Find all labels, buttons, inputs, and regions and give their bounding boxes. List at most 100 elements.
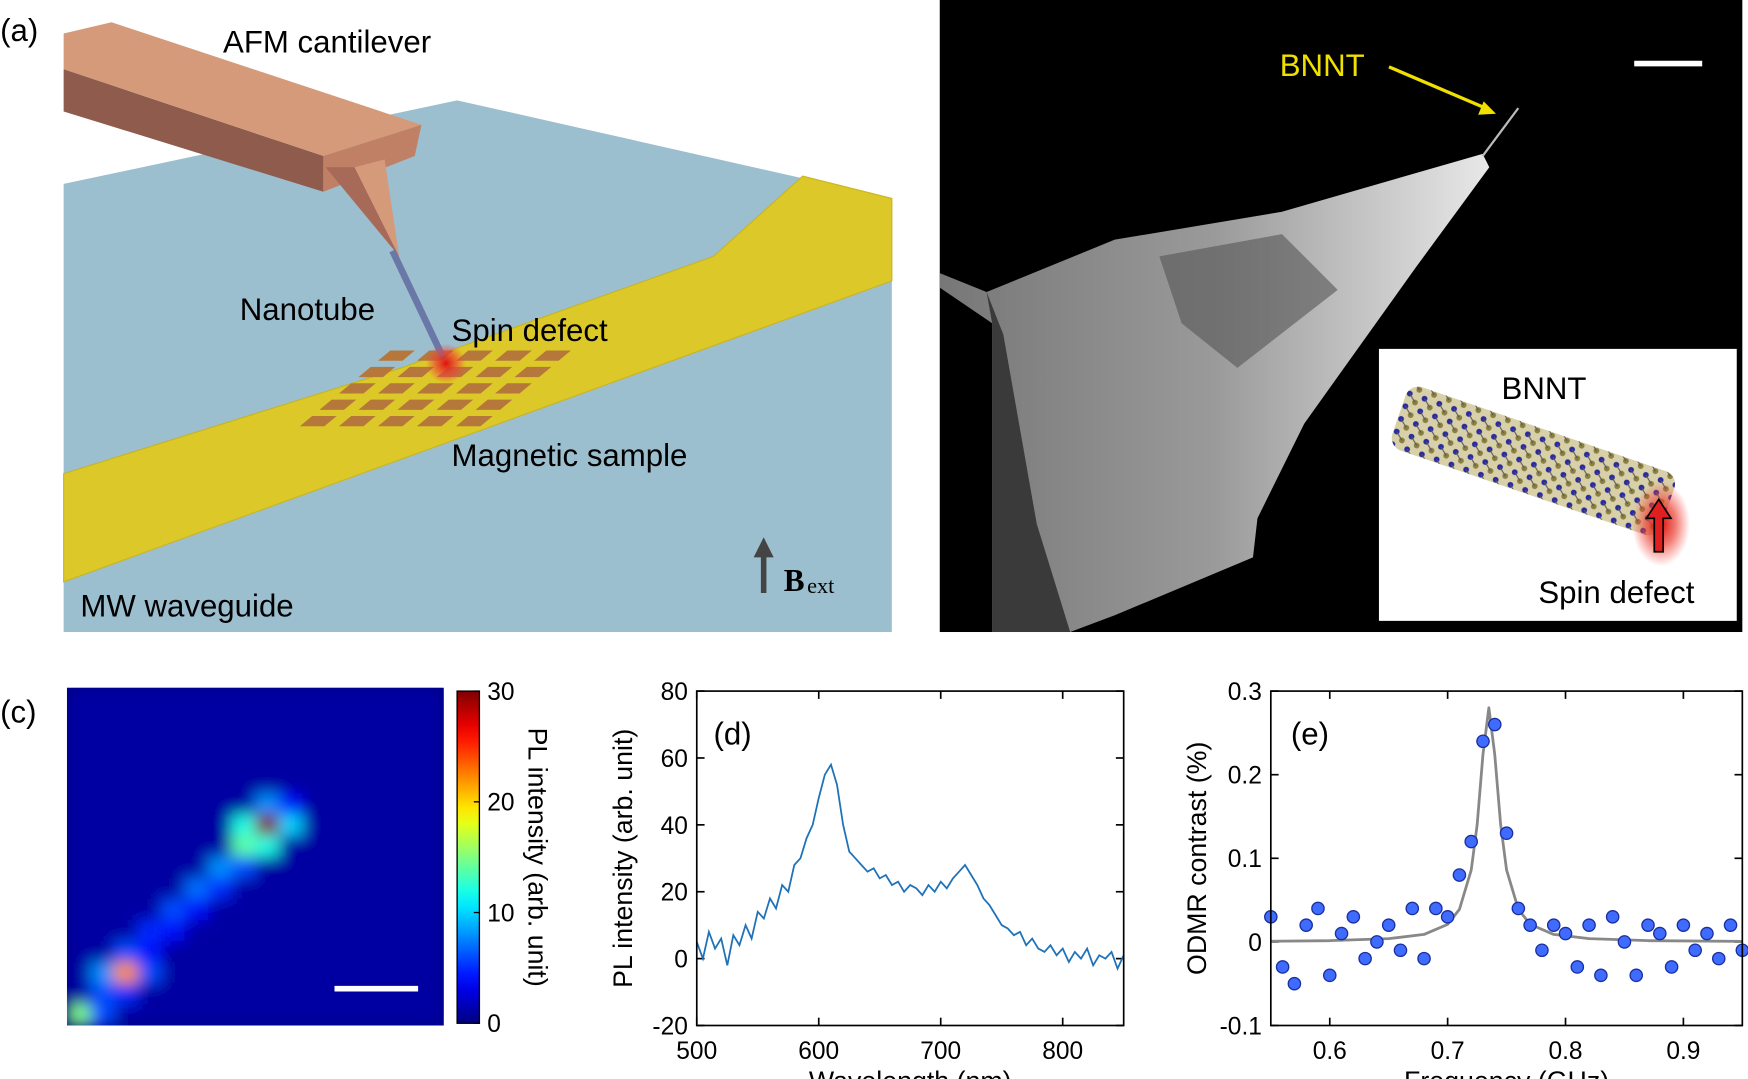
data-point [1346, 910, 1361, 924]
heatmap-cell [420, 793, 444, 815]
panel-label: (a) [0, 13, 38, 48]
data-point [1594, 968, 1608, 983]
data-point [1464, 834, 1479, 849]
heatmap-cell [302, 687, 327, 710]
heatmap-cell [114, 708, 139, 731]
heatmap-cell [66, 962, 92, 984]
heatmap-cells [66, 687, 444, 1026]
data-point [1700, 926, 1714, 941]
heatmap-cell [231, 687, 256, 710]
heatmap-cell [373, 751, 398, 773]
heatmap-cell [231, 1004, 256, 1026]
heatmap-cell [114, 814, 139, 837]
tube-body [1391, 386, 1676, 536]
heatmap-cell [396, 687, 421, 710]
heatmap-cell [66, 983, 92, 1005]
data-point [1287, 976, 1302, 991]
data-point [1676, 918, 1691, 932]
y-axis-label: ODMR contrast (%) [1182, 742, 1212, 975]
heatmap-cell [278, 1004, 304, 1026]
heatmap-cell [396, 835, 421, 858]
heatmap-cell [255, 772, 280, 794]
heatmap-cell [255, 1004, 280, 1026]
heatmap-cell [278, 835, 304, 858]
heatmap-cell [184, 708, 209, 731]
heatmap-cell [208, 772, 233, 794]
heatmap-cell [349, 919, 374, 942]
heatmap-cell [349, 751, 374, 773]
heatmap-cell [326, 729, 351, 752]
heatmap-cell [326, 793, 351, 815]
heatmap-cell [66, 898, 92, 921]
heatmap-cell [231, 793, 256, 815]
heatmap-cell [302, 835, 327, 858]
heatmap-cell [396, 962, 421, 984]
heatmap-cell [114, 877, 139, 900]
heatmap-cell [231, 877, 256, 900]
data-point [1711, 951, 1726, 966]
data-point [1535, 943, 1549, 958]
heatmap-cell [231, 729, 256, 752]
heatmap-cell [420, 898, 444, 921]
heatmap-cell [184, 687, 209, 710]
heatmap-cell [326, 877, 351, 900]
heatmap-cell [278, 856, 304, 879]
field-arrow-head [753, 537, 774, 558]
heatmap-cell [302, 708, 327, 731]
data-point [1299, 918, 1313, 932]
heatmap-cell [302, 919, 327, 942]
heatmap-cell [161, 856, 186, 879]
data-point [1523, 918, 1537, 932]
heatmap-cell [396, 877, 421, 900]
heatmap-cell [137, 708, 162, 731]
heatmap-cell [137, 877, 162, 900]
heatmap-cell [420, 708, 444, 731]
heatmap-cell [302, 983, 327, 1005]
heatmap-cell [231, 983, 256, 1005]
heatmap-cell [326, 1004, 351, 1026]
heatmap-cell [326, 962, 351, 984]
heatmap-cell [373, 898, 398, 921]
heatmap-cell [326, 941, 351, 963]
colorbar-tick-label: 0 [487, 1011, 501, 1038]
data-point [1570, 960, 1585, 974]
heatmap-cell [373, 729, 398, 752]
heatmap-cell [349, 708, 374, 731]
colorbar-label: PL intensity (arb. unit) [522, 728, 552, 987]
heatmap-cell [137, 687, 162, 710]
label: AFM cantilever [223, 24, 431, 59]
heatmap-cell [278, 687, 304, 710]
x-axis-label: Frequency (GHz) [1404, 1066, 1609, 1079]
heatmap-cell [231, 962, 256, 984]
heatmap-cell [66, 814, 92, 837]
heatmap-cell [255, 983, 280, 1005]
heatmap-cell [208, 856, 233, 879]
heatmap-cell [137, 751, 162, 773]
panel-b: BNNT BNNT Spin defect [939, 0, 1743, 633]
heatmap-cell [278, 919, 304, 942]
heatmap-cell [349, 772, 374, 794]
heatmap-cell [278, 962, 304, 984]
data-point [1358, 951, 1372, 966]
label: BNNT [1280, 48, 1365, 83]
heatmap-cell [396, 793, 421, 815]
fit-line [1270, 706, 1743, 943]
data-point [1322, 968, 1337, 983]
heatmap-cell [231, 919, 256, 942]
heatmap-cell [326, 772, 351, 794]
colorbar-tick-label: 10 [487, 900, 514, 927]
bnnt [1481, 107, 1520, 157]
heatmap-cell [208, 708, 233, 731]
heatmap-cell [396, 1004, 421, 1026]
heatmap-cell [90, 898, 115, 921]
heatmap-cell [184, 835, 209, 858]
field-symbol: B [784, 563, 805, 598]
heatmap-cell [184, 898, 209, 921]
heatmap-cell [90, 793, 115, 815]
heatmap-cell [66, 941, 92, 963]
label: Spin defect [452, 313, 608, 348]
plot-frame [695, 690, 1125, 1027]
heatmap-cell [255, 793, 280, 815]
x-tick-label: 500 [676, 1038, 717, 1065]
panel-label: (d) [713, 717, 751, 752]
